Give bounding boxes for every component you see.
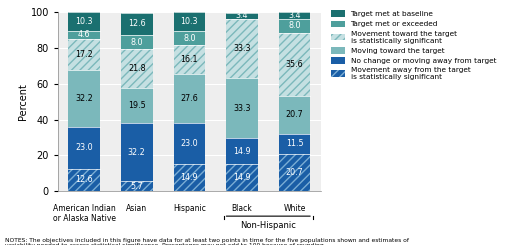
Bar xyxy=(121,123,153,181)
Text: 20.7: 20.7 xyxy=(286,168,304,177)
Bar xyxy=(174,31,205,45)
Bar xyxy=(226,164,258,191)
Text: 32.2: 32.2 xyxy=(75,94,93,103)
Bar xyxy=(174,45,205,74)
Bar xyxy=(226,138,258,164)
Text: Black: Black xyxy=(231,204,252,213)
Bar xyxy=(279,97,310,134)
Y-axis label: Percent: Percent xyxy=(18,83,28,120)
Bar xyxy=(121,88,153,123)
Text: 27.6: 27.6 xyxy=(180,94,198,103)
Bar xyxy=(174,164,205,191)
Bar xyxy=(121,35,153,49)
Bar xyxy=(174,74,205,123)
Text: 8.0: 8.0 xyxy=(130,38,143,47)
Text: 17.2: 17.2 xyxy=(75,50,93,59)
Bar xyxy=(226,78,258,138)
Bar xyxy=(68,39,100,70)
Text: 10.3: 10.3 xyxy=(75,17,93,26)
Text: 32.2: 32.2 xyxy=(128,147,146,157)
Text: 16.1: 16.1 xyxy=(180,55,198,64)
Text: 14.9: 14.9 xyxy=(233,147,251,156)
Text: 21.8: 21.8 xyxy=(128,64,146,74)
Text: Non-Hispanic: Non-Hispanic xyxy=(240,220,296,230)
Text: 14.9: 14.9 xyxy=(180,173,198,182)
Legend: Target met at baseline, Target met or exceeded, Movement toward the target
is st: Target met at baseline, Target met or ex… xyxy=(331,11,496,80)
Bar xyxy=(279,134,310,154)
Bar xyxy=(68,127,100,169)
Bar xyxy=(226,19,258,78)
Bar xyxy=(279,12,310,19)
Text: 12.6: 12.6 xyxy=(75,175,93,184)
Text: Asian: Asian xyxy=(126,204,147,213)
Bar xyxy=(68,12,100,31)
Text: 12.6: 12.6 xyxy=(128,19,146,28)
Text: 19.5: 19.5 xyxy=(128,101,146,110)
Bar xyxy=(121,12,153,35)
Text: 23.0: 23.0 xyxy=(75,144,93,152)
Text: White: White xyxy=(284,204,306,213)
Text: 20.7: 20.7 xyxy=(286,110,304,120)
Text: American Indian
or Alaska Native: American Indian or Alaska Native xyxy=(53,204,116,223)
Text: 3.4: 3.4 xyxy=(288,11,301,20)
Bar xyxy=(121,49,153,88)
Text: 14.9: 14.9 xyxy=(233,173,251,182)
Text: 35.6: 35.6 xyxy=(286,60,304,69)
Text: 11.5: 11.5 xyxy=(286,139,304,148)
Text: NOTES: The objectives included in this figure have data for at least two points : NOTES: The objectives included in this f… xyxy=(5,238,409,245)
Text: 33.3: 33.3 xyxy=(233,44,251,53)
Text: 8.0: 8.0 xyxy=(183,34,196,42)
Bar xyxy=(226,12,258,19)
Text: 5.7: 5.7 xyxy=(130,182,143,191)
Bar xyxy=(68,169,100,191)
Bar xyxy=(279,154,310,191)
Bar xyxy=(174,123,205,164)
Bar xyxy=(174,12,205,31)
Text: 3.4: 3.4 xyxy=(236,11,248,20)
Text: 10.3: 10.3 xyxy=(180,17,198,26)
Text: Hispanic: Hispanic xyxy=(173,204,206,213)
Text: 8.0: 8.0 xyxy=(288,21,301,30)
Text: 33.3: 33.3 xyxy=(233,104,251,112)
Text: 23.0: 23.0 xyxy=(180,139,198,148)
Bar xyxy=(279,19,310,33)
Bar xyxy=(279,33,310,97)
Bar xyxy=(68,70,100,127)
Text: 4.6: 4.6 xyxy=(78,30,90,39)
Bar xyxy=(68,31,100,39)
Bar xyxy=(121,181,153,191)
